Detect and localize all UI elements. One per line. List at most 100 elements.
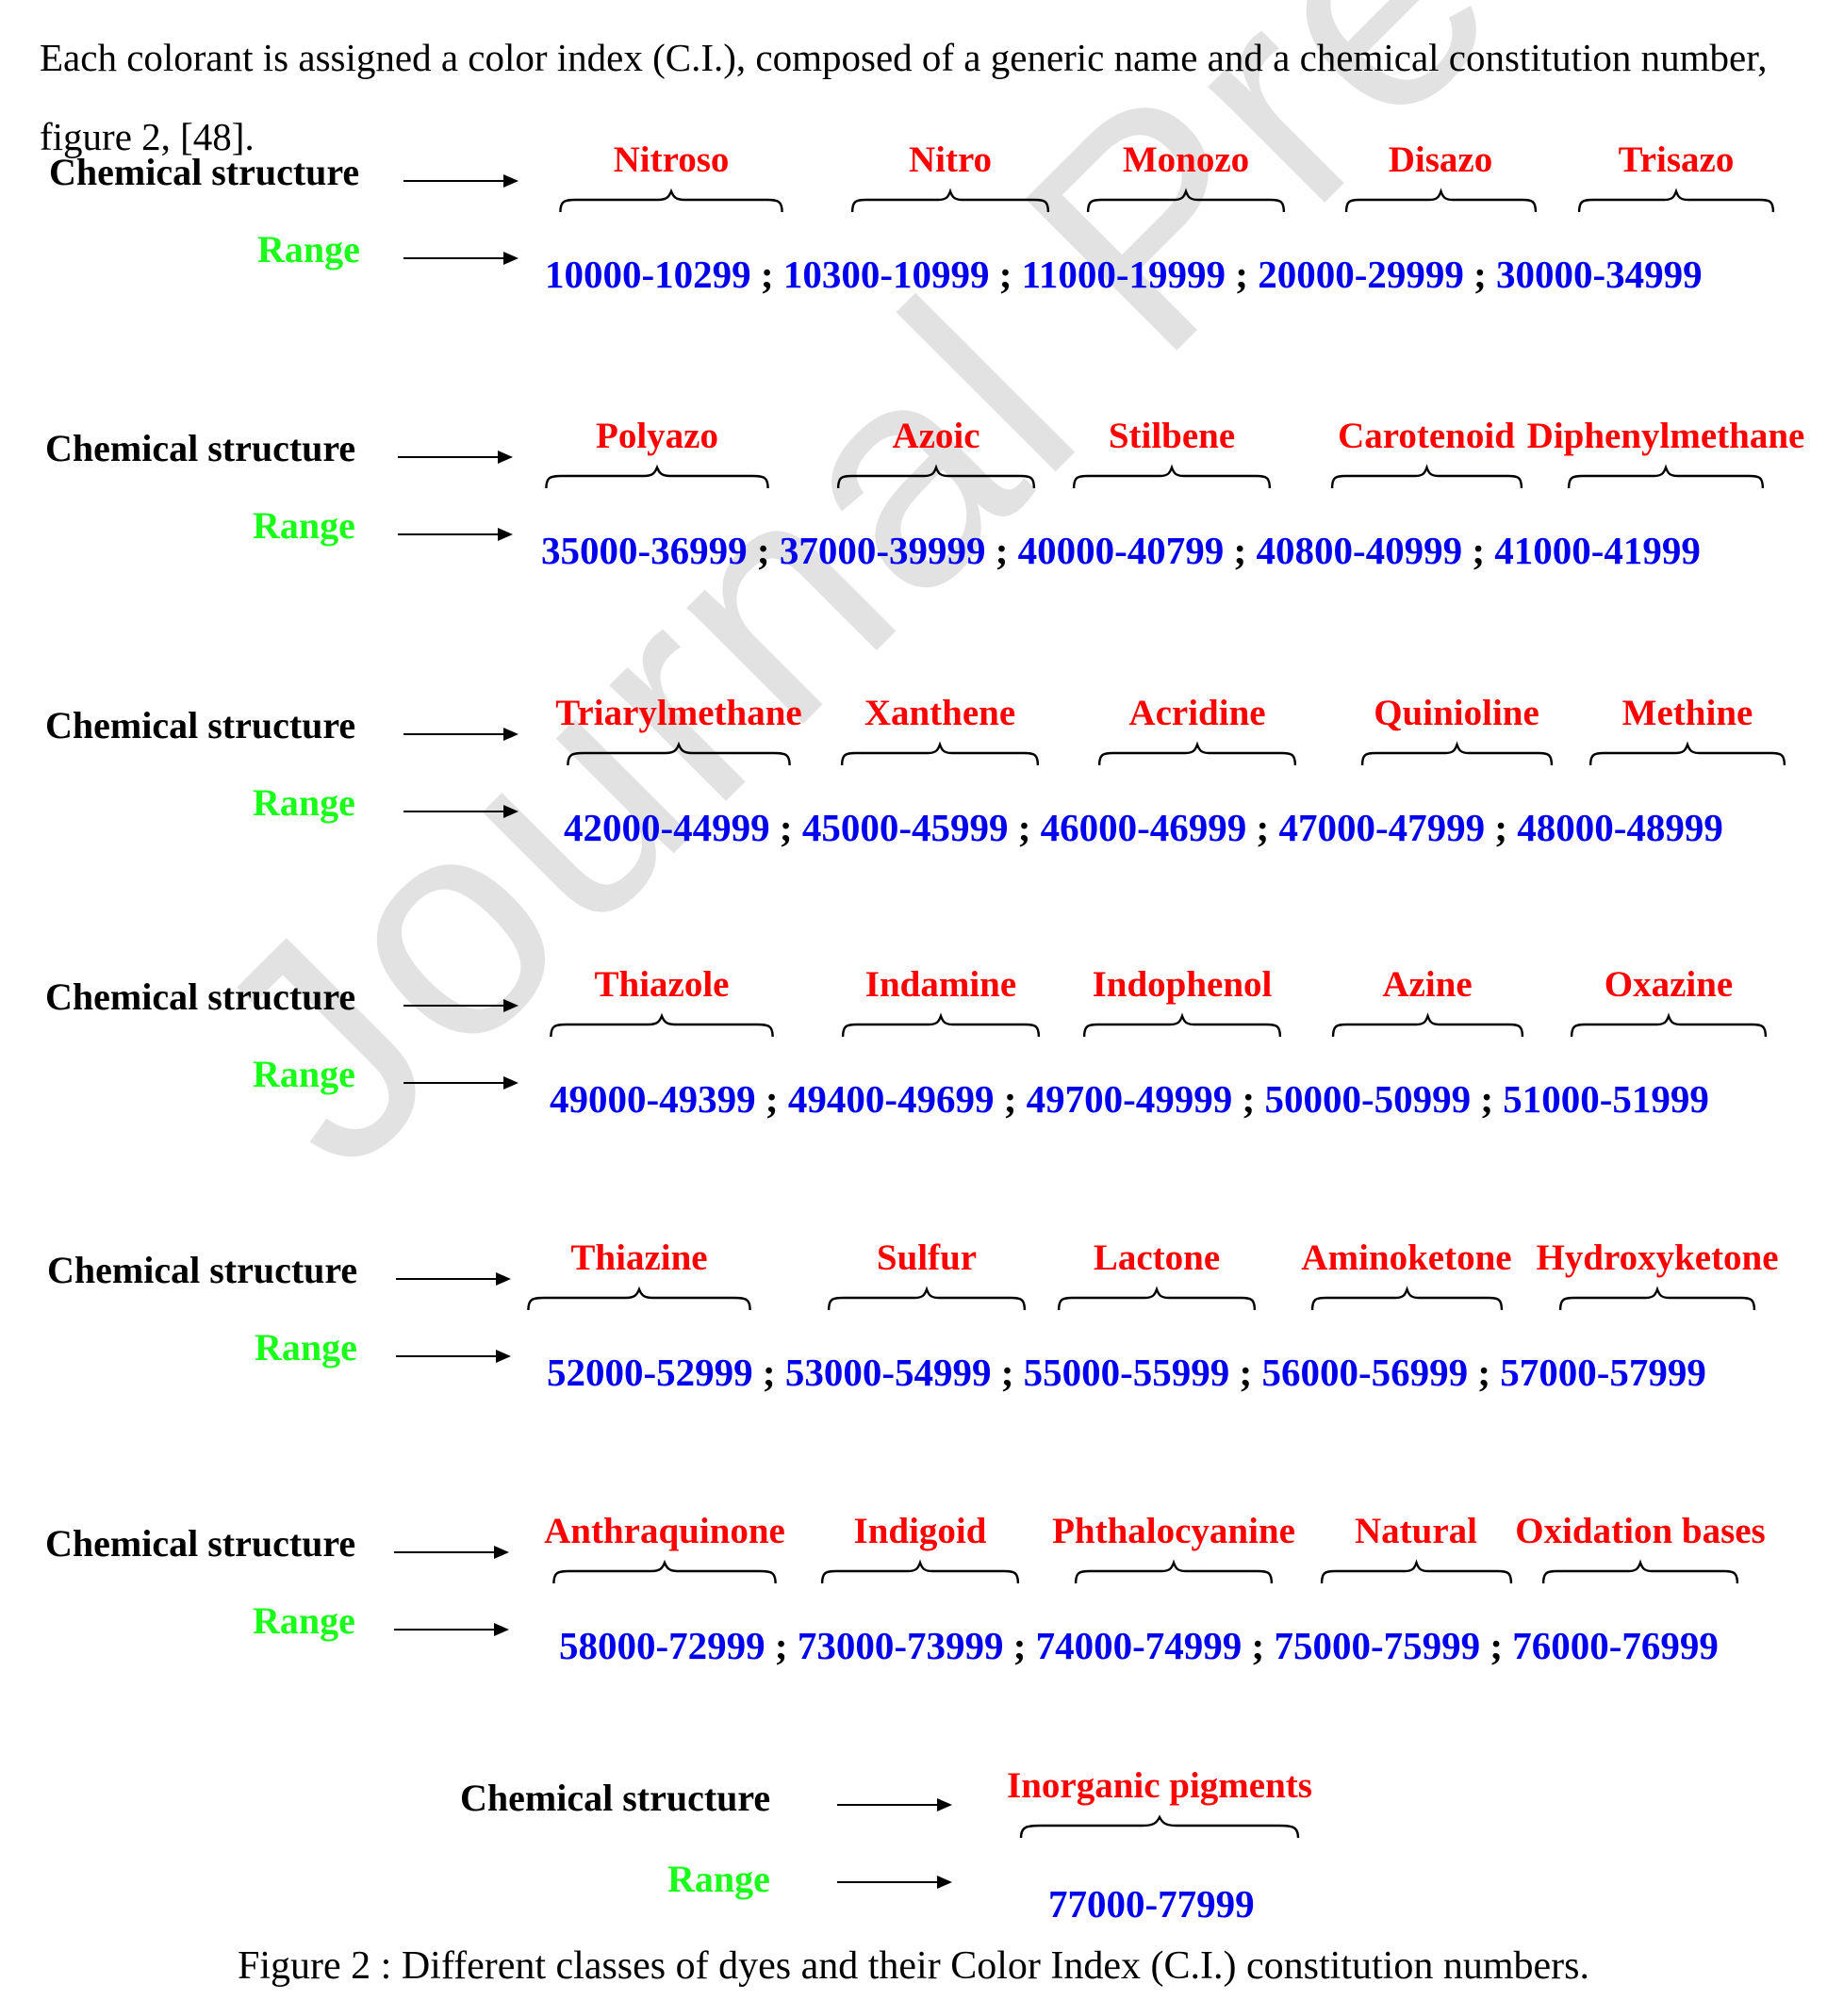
right-arrow-icon — [396, 1272, 511, 1286]
right-arrow-icon — [396, 1350, 511, 1363]
ci-range-value: 35000-36999 — [541, 529, 748, 572]
curly-brace-icon — [1570, 1016, 1768, 1037]
dye-class-name: Indamine — [864, 964, 1017, 1005]
ci-range-list: 10000-10299 ; 10300-10999 ; 11000-19999 … — [545, 252, 1703, 297]
curly-brace-icon — [840, 745, 1040, 765]
dye-class-name: Azoic — [892, 416, 980, 456]
range-label: Range — [253, 1599, 355, 1642]
range-separator: ; — [991, 1351, 1024, 1394]
ci-range-value: 55000-55999 — [1023, 1351, 1230, 1394]
range-separator: ; — [1471, 1077, 1504, 1121]
ci-range-value: 53000-54999 — [784, 1351, 992, 1394]
ci-range-value: 42000-44999 — [564, 806, 770, 849]
dye-class-name: Trisazo — [1618, 139, 1735, 180]
dye-class-name: Inorganic pigments — [1007, 1765, 1312, 1806]
range-label: Range — [255, 1326, 357, 1369]
curly-brace-icon — [1577, 191, 1775, 212]
right-arrow-icon — [837, 1876, 952, 1889]
dye-class-name: Disazo — [1388, 139, 1493, 180]
ci-range-value: 49400-49699 — [787, 1077, 995, 1121]
curly-brace-icon — [544, 467, 770, 488]
ci-range-value: 56000-56999 — [1261, 1351, 1469, 1394]
curly-brace-icon — [1588, 745, 1786, 765]
ci-range-value: 49000-49399 — [550, 1077, 756, 1121]
curly-brace-icon — [820, 1563, 1020, 1583]
range-separator: ; — [1463, 253, 1496, 296]
range-label: Range — [253, 1053, 355, 1095]
ci-range-list: 58000-72999 ; 73000-73999 ; 74000-74999 … — [559, 1623, 1719, 1668]
curly-brace-icon — [558, 191, 784, 212]
classification-row: Chemical structure Range Inorganic pigment… — [0, 1765, 1827, 1960]
range-separator: ; — [1480, 1624, 1513, 1667]
right-arrow-icon — [403, 1076, 518, 1090]
range-separator: ; — [1008, 806, 1041, 849]
ci-range-value: 52000-52999 — [547, 1351, 753, 1394]
ci-range-value: 40800-40999 — [1256, 529, 1463, 572]
curly-brace-icon — [1057, 1289, 1257, 1310]
ci-range-value: 47000-47999 — [1278, 806, 1486, 849]
range-separator: ; — [1462, 529, 1495, 572]
range-separator: ; — [1232, 1077, 1265, 1121]
dye-class-name: Oxazine — [1604, 964, 1734, 1005]
dye-class-name: Xanthene — [864, 693, 1016, 733]
figure-caption: Figure 2 : Different classes of dyes and… — [238, 1944, 1589, 1988]
dye-class-name: Quinioline — [1374, 693, 1539, 733]
right-arrow-icon — [398, 451, 513, 464]
curly-brace-icon — [1086, 191, 1286, 212]
ci-range-value: 57000-57999 — [1500, 1351, 1706, 1394]
curly-brace-icon — [526, 1289, 752, 1310]
chemical-structure-label: Chemical structure — [49, 151, 360, 193]
dye-class-name: Diphenylmethane — [1526, 416, 1805, 456]
range-separator: ; — [989, 253, 1022, 296]
range-separator: ; — [1003, 1624, 1036, 1667]
dye-class-name: Nitro — [908, 139, 993, 180]
curly-brace-icon — [841, 1016, 1041, 1037]
ci-range-value: 20000-29999 — [1258, 253, 1464, 296]
dye-class-name: Carotenoid — [1338, 416, 1515, 456]
range-label: Range — [257, 228, 360, 270]
curly-brace-icon — [1082, 1016, 1282, 1037]
dye-class-name: Thiazole — [594, 964, 730, 1005]
ci-range-value: 75000-75999 — [1274, 1624, 1481, 1667]
dye-class-name: Stilbene — [1108, 416, 1236, 456]
range-separator: ; — [1226, 253, 1259, 296]
dye-class-name: Natural — [1355, 1511, 1477, 1551]
curly-brace-icon — [836, 467, 1036, 488]
right-arrow-icon — [394, 1623, 509, 1636]
ci-range-value: 41000-41999 — [1494, 529, 1701, 572]
range-separator: ; — [765, 1624, 798, 1667]
curly-brace-icon — [1558, 1289, 1756, 1310]
curly-brace-icon — [827, 1289, 1027, 1310]
dye-class-name: Methine — [1621, 693, 1753, 733]
dye-class-name: Triarylmethane — [555, 693, 802, 733]
curly-brace-icon — [1310, 1289, 1504, 1310]
curly-brace-icon — [1567, 467, 1765, 488]
chemical-structure-label: Chemical structure — [460, 1777, 771, 1819]
classification-row: Chemical structure Range Thiazole Indamine I… — [0, 964, 1827, 1159]
ci-range-value: 74000-74999 — [1035, 1624, 1243, 1667]
dye-class-name: Oxidation bases — [1515, 1511, 1766, 1551]
ci-range-value: 46000-46999 — [1040, 806, 1247, 849]
range-separator: ; — [755, 1077, 788, 1121]
right-arrow-icon — [394, 1546, 509, 1559]
ci-range-value: 76000-76999 — [1512, 1624, 1719, 1667]
chemical-structure-label: Chemical structure — [45, 427, 356, 469]
classification-row: Chemical structure Range Anthraquinone Indi… — [0, 1511, 1827, 1706]
dye-class-name: Hydroxyketone — [1536, 1237, 1779, 1278]
curly-brace-icon — [1331, 1016, 1524, 1037]
curly-brace-icon — [1074, 1563, 1274, 1583]
range-separator: ; — [769, 806, 802, 849]
ci-range-value: 37000-39999 — [779, 529, 986, 572]
ci-range-value: 73000-73999 — [797, 1624, 1004, 1667]
ci-range-list: 77000-77999 — [1048, 1881, 1255, 1926]
dye-class-name: Indigoid — [853, 1511, 987, 1551]
dye-class-name: Monozo — [1122, 139, 1250, 180]
curly-brace-icon — [1320, 1563, 1513, 1583]
dye-class-name: Thiazine — [570, 1237, 708, 1278]
curly-brace-icon — [551, 1563, 778, 1583]
dye-class-name: Acridine — [1128, 693, 1266, 733]
classification-row: Chemical structure Range Nitroso Nitro Monoz… — [0, 139, 1827, 335]
dye-class-name: Phthalocyanine — [1052, 1511, 1295, 1551]
range-separator: ; — [985, 529, 1018, 572]
range-separator: ; — [1468, 1351, 1501, 1394]
